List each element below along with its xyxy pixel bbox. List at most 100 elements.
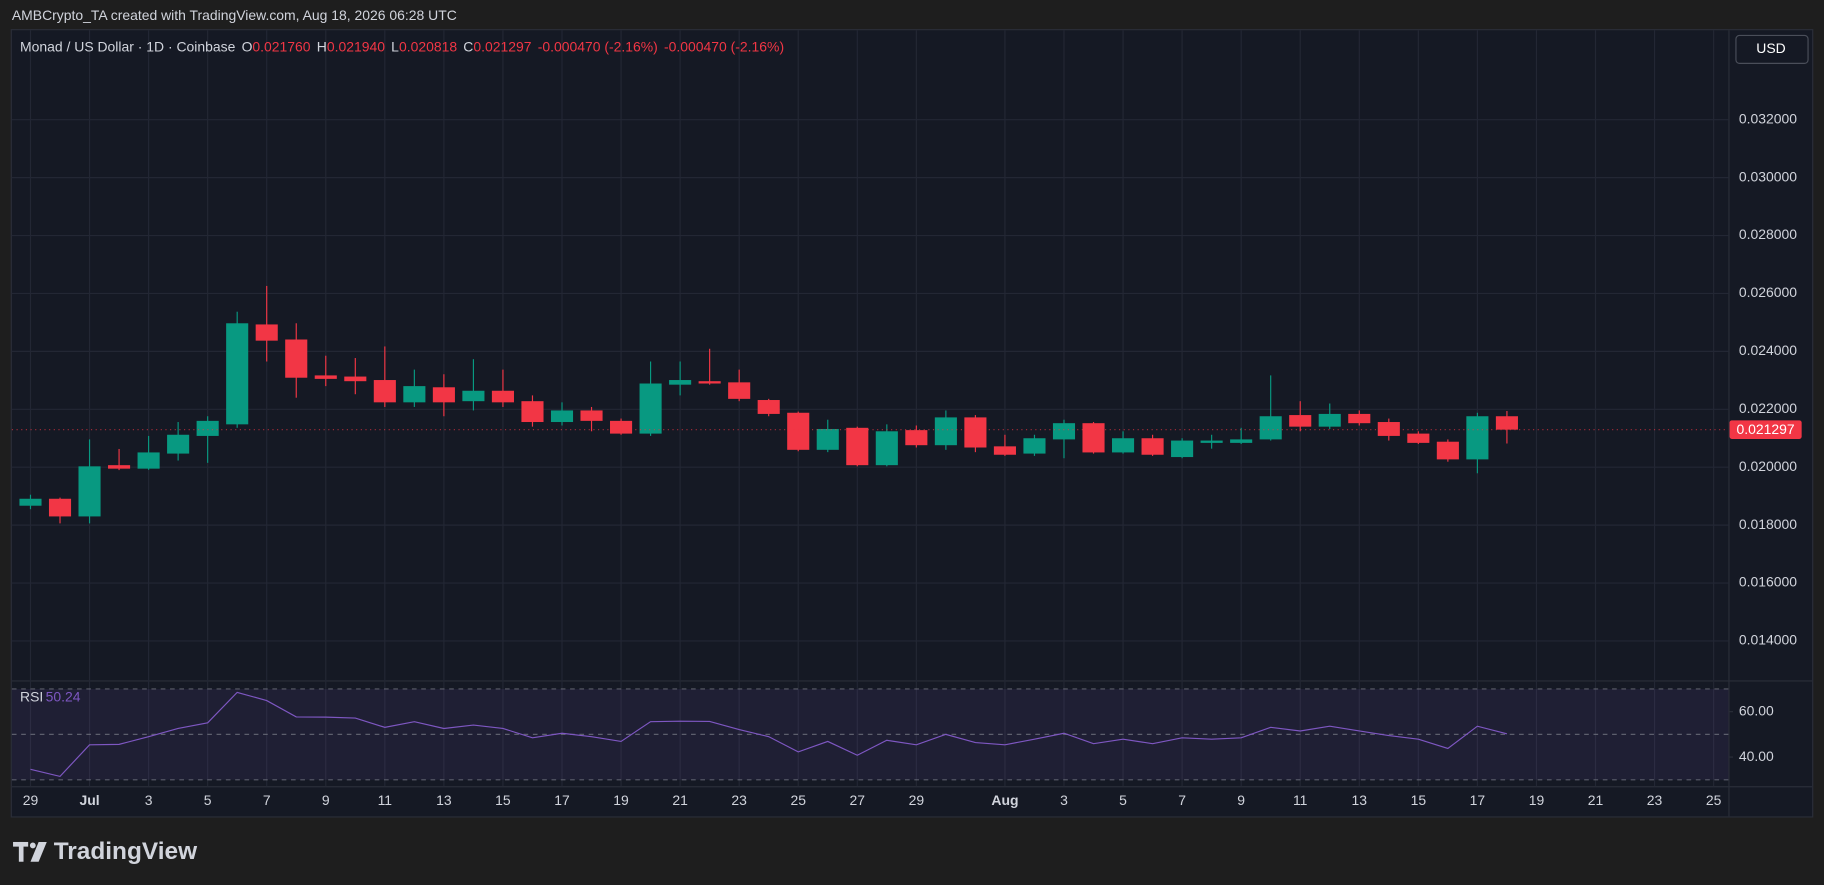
x-tick-label: 5 bbox=[1119, 792, 1127, 808]
currency-label[interactable]: USD bbox=[1756, 40, 1785, 56]
rsi-name: RSI bbox=[20, 688, 43, 704]
candle-body bbox=[1200, 440, 1223, 443]
x-tick-label: 7 bbox=[263, 792, 271, 808]
open-key: O bbox=[242, 38, 253, 54]
x-tick-label: 19 bbox=[613, 792, 629, 808]
candle-body bbox=[521, 401, 544, 423]
candle-body bbox=[1348, 413, 1371, 424]
x-tick-label: 17 bbox=[554, 792, 570, 808]
candle-body bbox=[403, 386, 426, 403]
candle-body bbox=[78, 466, 101, 517]
x-tick-label: 7 bbox=[1178, 792, 1186, 808]
y-tick-label: 0.032000 bbox=[1739, 110, 1797, 126]
y-tick-label: 60.00 bbox=[1739, 702, 1774, 718]
x-tick-label: 25 bbox=[790, 792, 806, 808]
currency-button[interactable] bbox=[1735, 34, 1809, 64]
x-tick-label: 3 bbox=[1060, 792, 1068, 808]
y-tick-label: 0.022000 bbox=[1739, 400, 1797, 416]
open-value: 0.021760 bbox=[252, 38, 310, 54]
logo-part bbox=[29, 842, 36, 849]
candle-body bbox=[1082, 423, 1105, 453]
x-tick-label: 9 bbox=[1237, 792, 1245, 808]
candle-body bbox=[373, 380, 396, 403]
candle-body bbox=[1230, 439, 1253, 443]
candle-body bbox=[108, 465, 131, 469]
x-tick-label: Jul bbox=[79, 792, 99, 808]
candle-body bbox=[816, 428, 839, 450]
y-tick-label: 0.016000 bbox=[1739, 574, 1797, 590]
candle-body bbox=[934, 417, 957, 446]
candle-body bbox=[226, 323, 249, 425]
x-tick-label: 21 bbox=[672, 792, 688, 808]
change: -0.000470 (-2.16%) bbox=[664, 38, 784, 54]
candle-body bbox=[1436, 441, 1459, 460]
candle-body bbox=[491, 390, 514, 403]
candle-body bbox=[167, 434, 190, 454]
candle-body bbox=[1141, 438, 1164, 455]
x-tick-label: 13 bbox=[436, 792, 452, 808]
x-tick-label: 19 bbox=[1529, 792, 1545, 808]
candle-body bbox=[639, 383, 662, 434]
x-tick-label: 3 bbox=[145, 792, 153, 808]
close-key: C bbox=[463, 38, 473, 54]
logo-icon bbox=[13, 841, 47, 862]
marks bbox=[19, 285, 1518, 778]
x-tick-label: 15 bbox=[495, 792, 511, 808]
x-tick-label: 17 bbox=[1470, 792, 1486, 808]
candle-body bbox=[285, 339, 308, 378]
y-tick-label: 0.020000 bbox=[1739, 458, 1797, 474]
y-tick-label: 0.030000 bbox=[1739, 168, 1797, 184]
logo-part bbox=[30, 841, 47, 862]
candle-body bbox=[610, 420, 633, 434]
high-value: 0.021940 bbox=[327, 38, 385, 54]
x-tick-label: 27 bbox=[850, 792, 866, 808]
candle-body bbox=[698, 381, 721, 384]
candle-body bbox=[196, 420, 219, 436]
candle-body bbox=[550, 410, 574, 423]
x-tick-label: 9 bbox=[322, 792, 330, 808]
rsi-value: 50.24 bbox=[46, 688, 81, 704]
low-key: L bbox=[391, 38, 399, 54]
y-tick-label: 0.018000 bbox=[1739, 516, 1797, 532]
rsi-line bbox=[30, 691, 1508, 778]
candle-body bbox=[846, 427, 869, 466]
candle-body bbox=[432, 387, 455, 403]
x-tick-label: 29 bbox=[23, 792, 39, 808]
y-tick-label: 0.028000 bbox=[1739, 226, 1797, 242]
x-tick-label: 25 bbox=[1706, 792, 1722, 808]
candle-body bbox=[1052, 423, 1076, 440]
candle-body bbox=[1111, 438, 1135, 453]
candle-body bbox=[1466, 416, 1489, 460]
candle-body bbox=[669, 380, 692, 385]
candle-body bbox=[1318, 413, 1341, 427]
candle-body bbox=[905, 430, 928, 446]
x-tick-label: 5 bbox=[204, 792, 212, 808]
x-tick-label: 11 bbox=[1293, 792, 1308, 808]
candle-body bbox=[1407, 433, 1430, 443]
candle-body bbox=[314, 375, 337, 379]
candle-body bbox=[1023, 438, 1046, 454]
candle-body bbox=[462, 390, 485, 402]
x-tick-label: 21 bbox=[1588, 792, 1604, 808]
candle-body bbox=[1171, 440, 1194, 458]
candle-body bbox=[19, 498, 42, 506]
x-tick-label: Aug bbox=[991, 792, 1018, 808]
candle-body bbox=[728, 382, 751, 399]
candle-body bbox=[787, 412, 810, 450]
ohlc-legend: Monad / US Dollar · 1D · Coinbase O0.021… bbox=[20, 38, 784, 54]
candle-body bbox=[1377, 422, 1400, 436]
x-tick-label: 23 bbox=[1647, 792, 1663, 808]
x-tick-label: 15 bbox=[1411, 792, 1427, 808]
candle-body bbox=[875, 431, 898, 466]
x-tick-label: 13 bbox=[1352, 792, 1368, 808]
candle-body bbox=[757, 400, 780, 414]
change: -0.000470 (-2.16%) bbox=[538, 38, 658, 54]
close-value: 0.021297 bbox=[473, 38, 531, 54]
logo-part bbox=[18, 841, 24, 862]
candle-body bbox=[1259, 416, 1282, 440]
low-value: 0.020818 bbox=[399, 38, 457, 54]
candle-body bbox=[580, 410, 603, 421]
y-tick-label: 0.014000 bbox=[1739, 632, 1797, 648]
